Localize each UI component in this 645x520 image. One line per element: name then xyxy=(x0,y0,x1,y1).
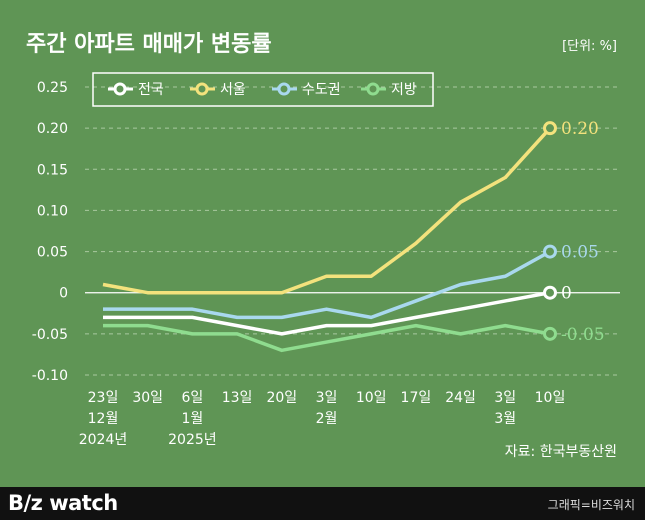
series-line-seoul xyxy=(102,126,552,295)
x-tick-label: 24일 xyxy=(445,390,476,406)
y-tick-label: -0.05 xyxy=(32,327,68,343)
x-tick-label: 20일 xyxy=(266,390,297,406)
brand-logo: B/z watch xyxy=(8,491,118,515)
legend-label: 지방 xyxy=(391,82,417,98)
end-value-label: 0.05 xyxy=(561,243,599,263)
x-axis: 23일 12월 2024년 30일 6일 1월 2025년 13일 20일 3일 2월 10일 17일 2… xyxy=(79,390,566,448)
y-axis: 0.25 0.20 0.15 0.10 0.05 0 -0.05 -0.10 xyxy=(32,80,68,384)
source-label: 자료: 한국부동산원 xyxy=(505,444,617,460)
brand-logo-right: watch xyxy=(42,491,118,515)
legend-label: 수도권 xyxy=(302,82,341,98)
x-tick-label: 2024년 xyxy=(79,432,128,448)
x-tick-label: 3월 xyxy=(494,411,516,427)
series-lines: -0.05 0.05 0.20 0 xyxy=(102,119,605,353)
legend-swatch-marker xyxy=(195,82,209,96)
x-tick-label: 3일 xyxy=(316,390,338,406)
y-tick-label: 0.25 xyxy=(37,80,68,96)
x-tick-label: 2025년 xyxy=(168,432,217,448)
end-point-marker xyxy=(543,121,557,136)
y-tick-label: 0.15 xyxy=(37,162,68,178)
end-value-label: -0.05 xyxy=(561,325,605,345)
y-tick-label: 0 xyxy=(59,286,68,302)
legend: 전국 서울 수도권 지방 xyxy=(92,72,434,107)
x-tick-label: 10일 xyxy=(535,390,566,406)
x-tick-label: 12월 xyxy=(88,411,119,427)
legend-swatch-marker xyxy=(277,82,291,96)
x-tick-label: 3일 xyxy=(494,390,516,406)
end-point-marker xyxy=(543,244,557,259)
x-tick-label: 2월 xyxy=(316,411,338,427)
legend-swatch-marker xyxy=(113,82,127,96)
y-tick-label: -0.10 xyxy=(32,368,68,384)
end-point-marker xyxy=(543,285,557,300)
end-value-label: 0.20 xyxy=(561,119,599,139)
unit-label: [단위: %] xyxy=(562,39,617,54)
legend-label: 서울 xyxy=(220,82,246,98)
series-line-regional xyxy=(103,323,551,353)
x-tick-label: 23일 xyxy=(88,390,119,406)
x-tick-label: 10일 xyxy=(356,390,387,406)
series-line-metro xyxy=(103,250,551,320)
x-tick-label: 6일 xyxy=(182,390,204,406)
y-tick-label: 0.20 xyxy=(37,121,68,137)
x-tick-label: 1월 xyxy=(182,411,204,427)
legend-label: 전국 xyxy=(138,82,164,98)
series-line-national xyxy=(103,290,551,336)
x-tick-label: 13일 xyxy=(222,390,253,406)
y-tick-label: 0.05 xyxy=(37,245,68,261)
y-tick-label: 0.10 xyxy=(37,203,68,219)
end-value-label: 0 xyxy=(561,284,572,304)
x-tick-label: 17일 xyxy=(401,390,432,406)
graphic-credit: 그래픽=비즈워치 xyxy=(547,498,635,512)
chart-title: 주간 아파트 매매가 변동률 xyxy=(26,32,272,57)
legend-swatch-marker xyxy=(366,82,380,96)
footer-bar: B/z watch 그래픽=비즈워치 xyxy=(0,487,645,520)
x-tick-label: 30일 xyxy=(132,390,163,406)
legend-box xyxy=(92,72,434,107)
grid xyxy=(85,86,620,376)
brand-logo-left: B/z xyxy=(8,491,43,515)
end-point-marker xyxy=(543,326,557,341)
line-chart: 주간 아파트 매매가 변동률 [단위: %] 0.250.200.150.100… xyxy=(26,32,620,460)
